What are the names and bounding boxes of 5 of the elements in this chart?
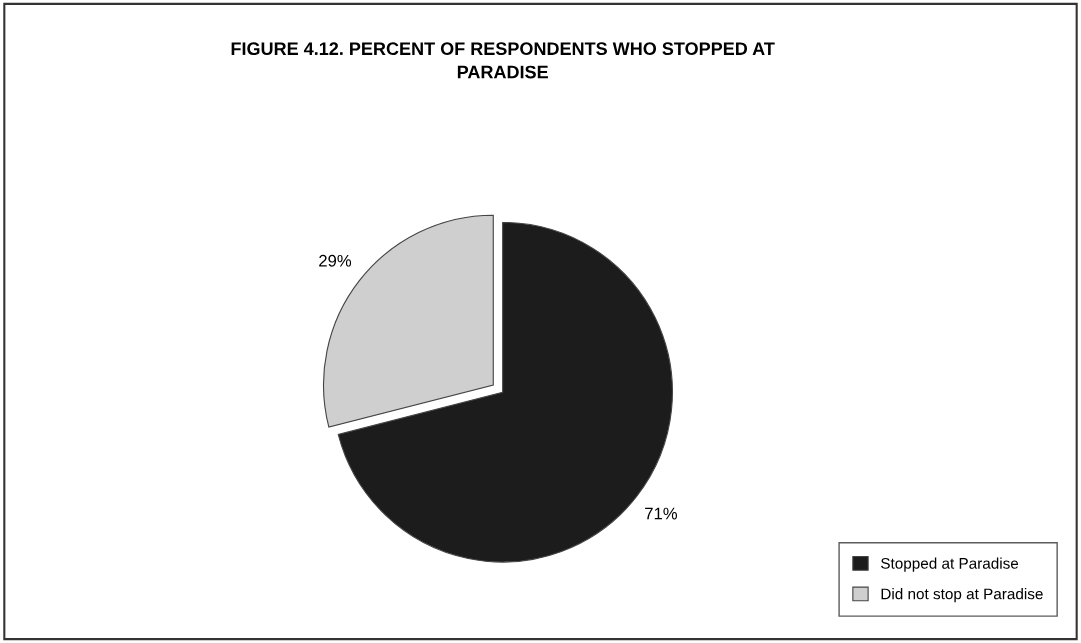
chart-title: FIGURE 4.12. PERCENT OF RESPONDENTS WHO STOPPED AT PARADISE xyxy=(231,42,775,79)
data-label: 71% xyxy=(645,507,678,520)
legend-label: Did not stop at Paradise xyxy=(881,588,1043,603)
data-label: 29% xyxy=(319,254,352,267)
legend-label: Stopped at Paradise xyxy=(881,557,1019,572)
